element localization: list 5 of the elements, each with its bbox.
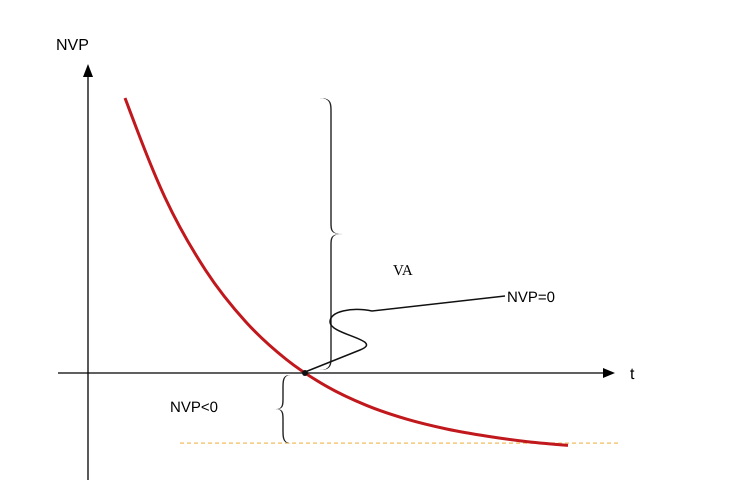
annotation: NVP<0 [170, 399, 218, 416]
y-axis-title: NVP [56, 37, 89, 54]
annotation: NVP=0 [507, 289, 555, 306]
x-axis-title: t [630, 366, 635, 383]
annotation: VA [393, 263, 413, 279]
